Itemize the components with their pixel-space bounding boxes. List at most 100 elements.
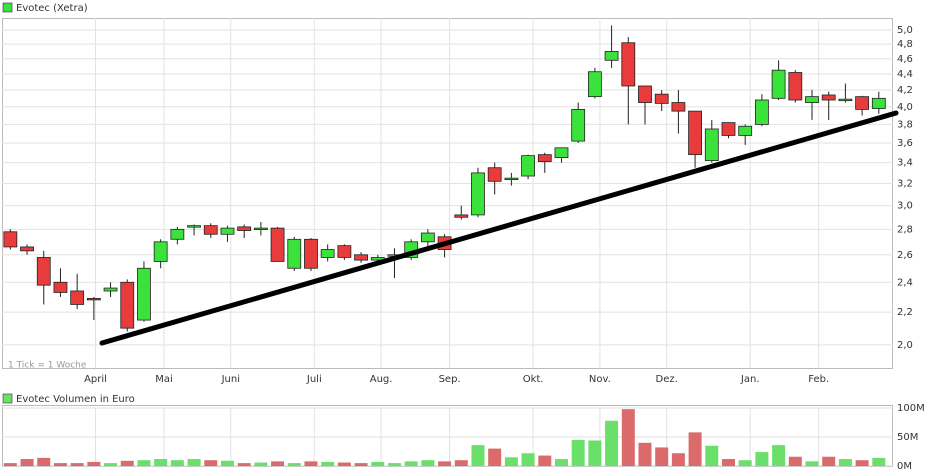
candle-body <box>471 172 485 216</box>
volume-bar <box>705 445 719 466</box>
volume-bar <box>621 409 635 466</box>
volume-bar <box>488 448 502 466</box>
y-tick-label: 4,0 <box>897 102 913 113</box>
candle-body <box>3 231 18 248</box>
volume-bar <box>70 463 84 466</box>
volume-bar <box>337 462 351 466</box>
volume-bar <box>838 459 852 466</box>
volume-bar <box>304 461 318 466</box>
y-tick-label: 3,4 <box>897 158 913 169</box>
volume-bar <box>421 460 435 466</box>
volume-bar <box>237 463 251 466</box>
x-tick-label: Sep. <box>439 374 461 385</box>
candle-body <box>554 147 569 159</box>
candle-body <box>805 96 819 103</box>
candle-body <box>704 128 719 162</box>
volume-bar <box>755 452 769 466</box>
candle-body <box>821 94 836 101</box>
volume-bar <box>20 459 34 466</box>
y-tick-label: 2,0 <box>897 340 913 351</box>
y-tick-label: 2,2 <box>897 307 913 318</box>
candle-body <box>771 69 786 99</box>
y-tick-label: 5,0 <box>897 25 913 36</box>
candle-body <box>20 246 34 252</box>
candle-body <box>337 245 352 258</box>
candle-body <box>120 281 135 329</box>
volume-bar <box>571 439 585 466</box>
candle-body <box>521 155 535 177</box>
volume-bar <box>87 461 101 466</box>
y-tick-label: 4,6 <box>897 54 913 65</box>
candle-body <box>638 85 652 103</box>
x-tick-label: Okt. <box>523 374 544 385</box>
volume-bar <box>387 463 401 466</box>
candle-body <box>420 232 435 243</box>
y-tick-label: 100M <box>897 403 925 414</box>
volume-bar <box>154 459 168 466</box>
trend-line <box>99 110 899 346</box>
candle-body <box>53 281 68 293</box>
volume-bar <box>805 461 819 466</box>
candle-body <box>671 102 686 112</box>
volume-bar <box>554 459 568 466</box>
y-tick-label: 3,8 <box>897 119 913 130</box>
candle-body <box>237 226 252 231</box>
y-tick-label: 3,2 <box>897 178 913 189</box>
candle-body <box>36 257 51 286</box>
candle-body <box>504 177 519 181</box>
x-tick-label: Juni <box>221 374 240 385</box>
volume-bar <box>471 445 485 466</box>
candle-body <box>454 214 469 218</box>
tick-note: 1 Tick = 1 Woche <box>8 361 87 371</box>
candle-body <box>220 227 235 235</box>
candle-body <box>537 154 552 163</box>
volume-bar <box>321 461 335 466</box>
x-tick-label: Aug. <box>370 374 393 385</box>
volume-bar <box>254 462 268 466</box>
volume-bar <box>671 453 685 466</box>
candle-body <box>604 51 619 61</box>
volume-bar <box>37 457 51 466</box>
volume-bar <box>454 460 468 466</box>
candle-body <box>871 97 886 109</box>
volume-bar <box>504 457 518 466</box>
y-tick-label: 50M <box>897 432 918 443</box>
x-tick-label: April <box>84 374 107 385</box>
candle-body <box>354 254 368 261</box>
volume-bar <box>371 461 385 466</box>
volume-bar <box>655 447 669 466</box>
candle-body <box>304 238 318 269</box>
y-tick-label: 2,4 <box>897 277 913 288</box>
candle-body <box>153 241 168 262</box>
x-tick-label: Jan. <box>740 374 760 385</box>
chart-title: Evotec (Xetra) <box>16 3 88 14</box>
x-tick-label: Feb. <box>808 374 829 385</box>
volume-bar <box>120 460 134 466</box>
candle-body <box>754 99 769 125</box>
y-tick-label: 2,6 <box>897 250 913 261</box>
volume-bar <box>538 455 552 466</box>
legend-swatch <box>2 2 13 13</box>
x-tick-label: Juli <box>306 374 322 385</box>
y-tick-label: 4,2 <box>897 85 913 96</box>
volume-bar <box>3 463 17 466</box>
candle-body <box>253 227 268 231</box>
candle-body <box>203 225 218 235</box>
volume-bar <box>170 460 184 466</box>
volume-bar <box>271 461 285 466</box>
candle-body <box>137 267 151 321</box>
candle-body <box>738 125 753 136</box>
x-tick-label: Dez. <box>656 374 678 385</box>
x-tick-label: Mai <box>155 374 173 385</box>
candle-body <box>621 42 636 87</box>
y-tick-label: 2,8 <box>897 224 913 235</box>
legend-swatch <box>2 393 13 404</box>
candle-body <box>654 93 669 104</box>
y-tick-label: 4,8 <box>897 39 913 50</box>
candle-body <box>86 297 101 301</box>
volume-bar <box>638 442 652 466</box>
volume-title: Evotec Volumen in Euro <box>16 394 135 405</box>
price-frame <box>2 18 893 369</box>
volume-bar <box>104 463 118 466</box>
